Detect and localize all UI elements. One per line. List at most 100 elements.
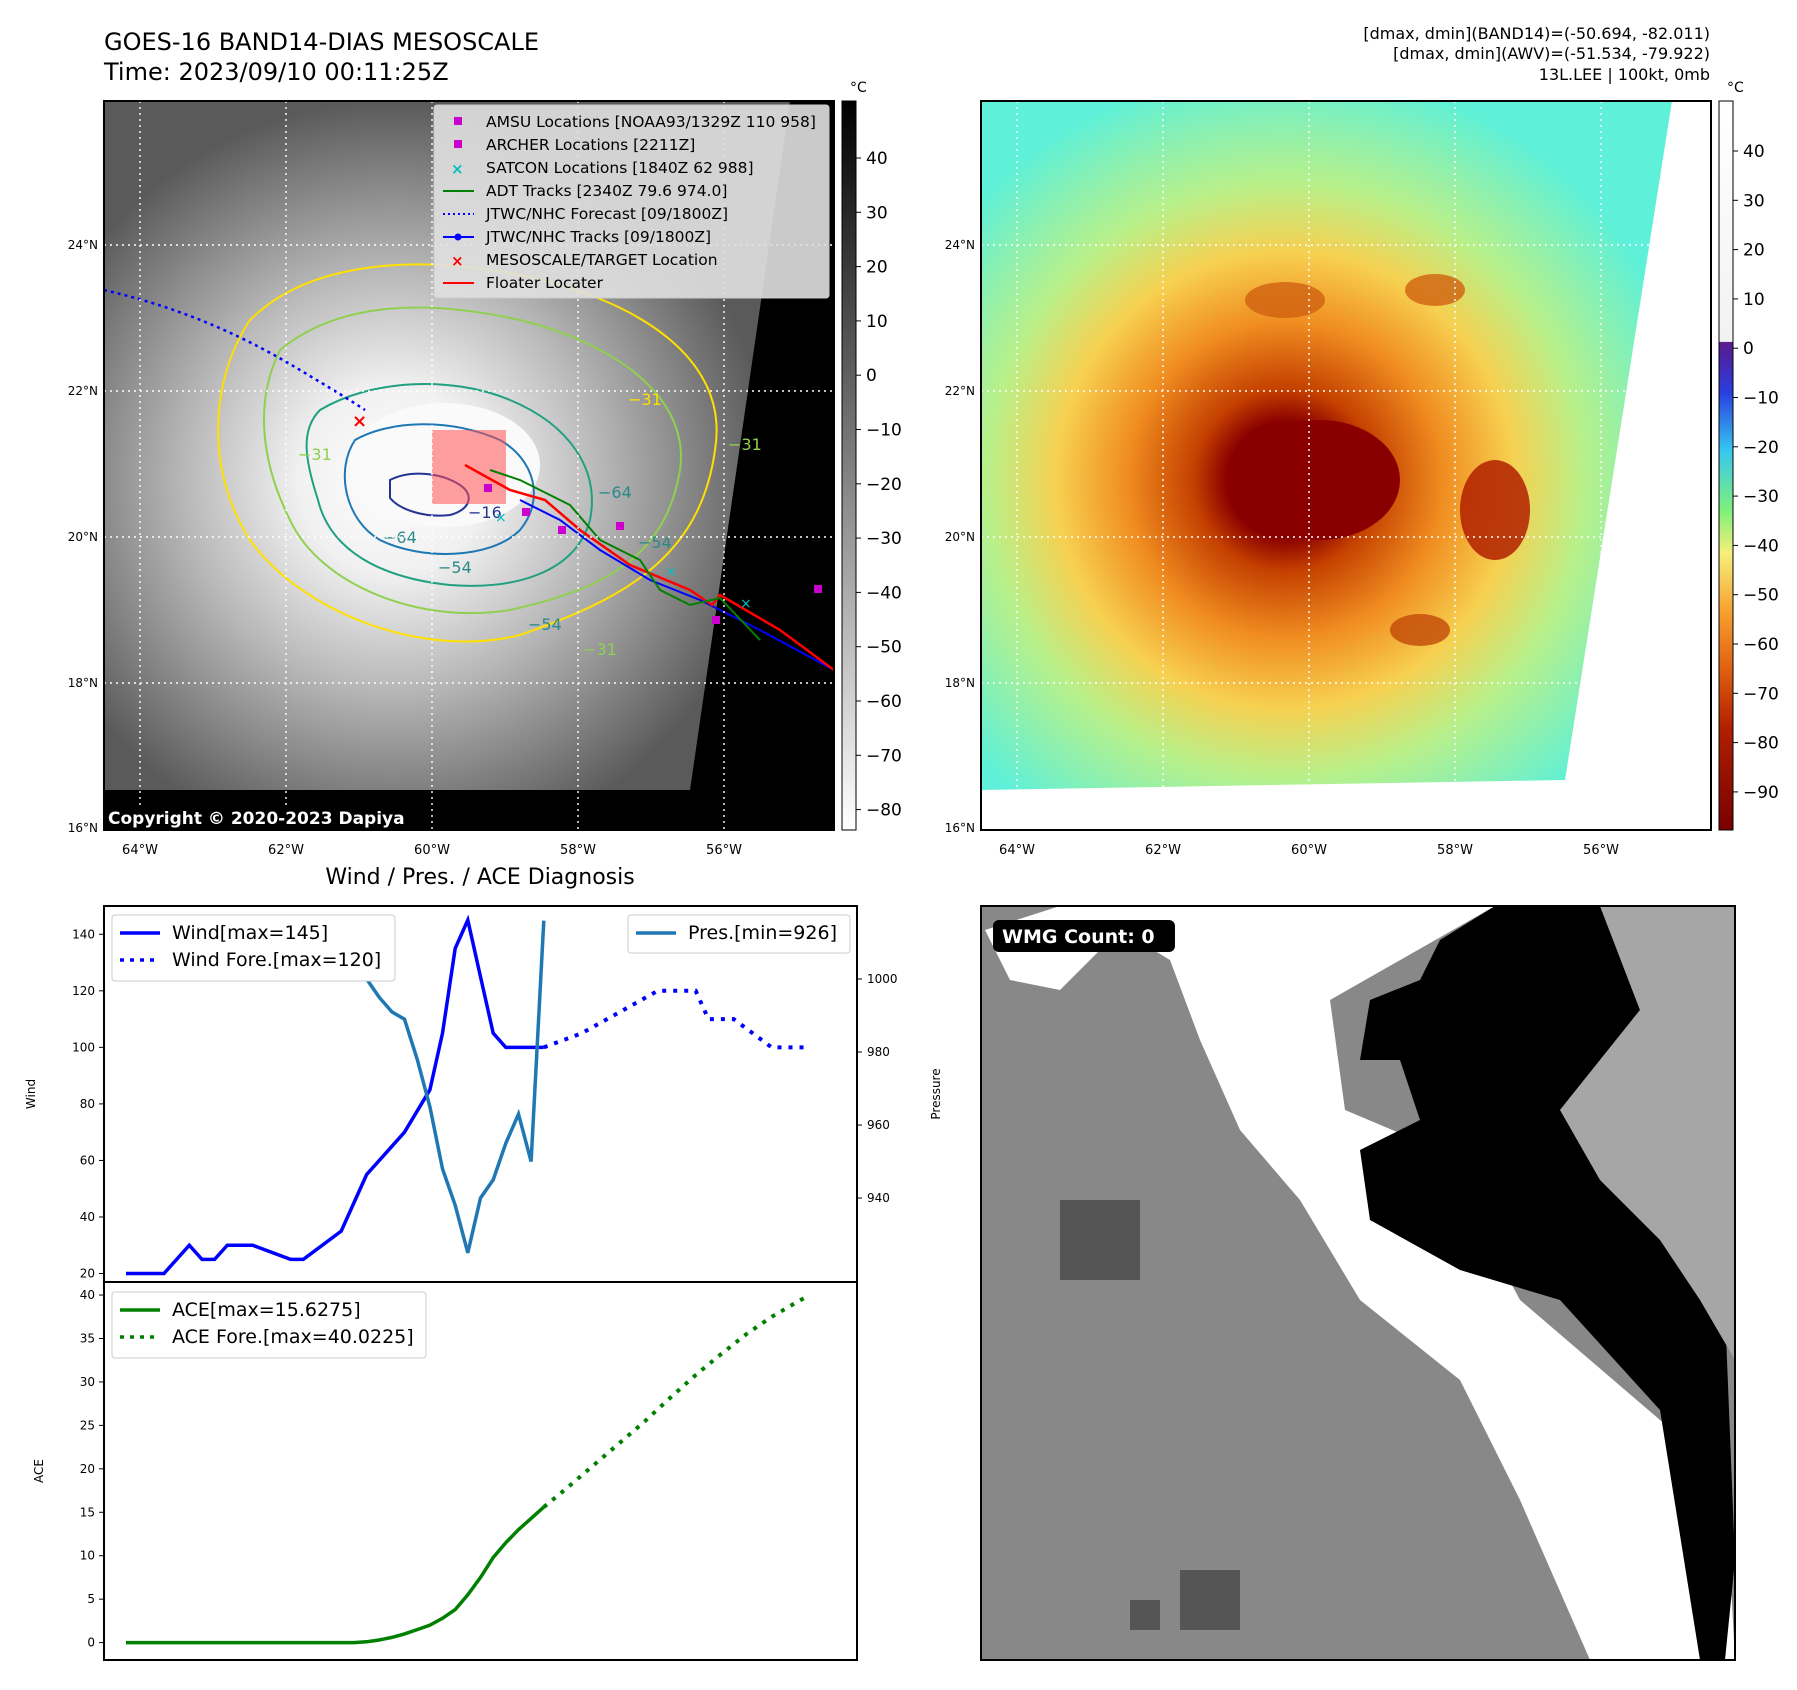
contour-label: −54 bbox=[528, 615, 562, 634]
ir-legend: AMSU Locations [NOAA93/1329Z 110 958] ARC… bbox=[433, 104, 830, 299]
legend-label: JTWC/NHC Forecast [09/1800Z] bbox=[485, 205, 728, 223]
target-marker: × bbox=[352, 411, 367, 432]
lon-tick-label: 56°W bbox=[1583, 843, 1619, 858]
y-tick-label: 40 bbox=[80, 1210, 95, 1224]
floater-track bbox=[464, 463, 834, 672]
contour-label: −54 bbox=[638, 533, 672, 552]
lon-tick-label: 62°W bbox=[268, 843, 304, 858]
lat-tick-label: 22°N bbox=[945, 384, 975, 398]
colorbar-tick-label: −50 bbox=[1743, 586, 1779, 606]
y-tick-label: 10 bbox=[80, 1549, 95, 1563]
copyright-box bbox=[104, 806, 414, 830]
colorbar-tick-label: −70 bbox=[1743, 684, 1779, 704]
legend-label: MESOSCALE/TARGET Location bbox=[486, 251, 718, 269]
colorbar-gradient bbox=[1718, 100, 1734, 831]
chart-legend-box bbox=[111, 914, 396, 982]
color-map-frame bbox=[980, 100, 1712, 831]
color-gridlines bbox=[981, 101, 1711, 830]
color-rainband bbox=[1460, 460, 1530, 560]
lat-tick-label: 16°N bbox=[945, 821, 975, 835]
y-tick-label: 100 bbox=[72, 1040, 95, 1054]
contour-label: −31 bbox=[628, 390, 662, 409]
color-rainband bbox=[1245, 282, 1325, 318]
wind-pressure-chart: Wind Pressure 20 40 60 80 100 120 140 940 960 980… bbox=[24, 905, 943, 1283]
legend-entry: ADT Tracks [2340Z 79.6 974.0] bbox=[443, 182, 727, 200]
wmg-dark-patch bbox=[1130, 1600, 1160, 1630]
lon-tick-label: 60°W bbox=[1291, 843, 1327, 858]
legend-label: ADT Tracks [2340Z 79.6 974.0] bbox=[486, 182, 727, 200]
ace-axis-label: ACE bbox=[32, 1459, 46, 1483]
wmg-badge: WMG Count: 0 bbox=[1002, 926, 1155, 948]
lon-tick-label: 58°W bbox=[1437, 843, 1473, 858]
colorbar-tick-label: −30 bbox=[866, 529, 902, 549]
lat-tick-label: 20°N bbox=[945, 530, 975, 544]
colorbar-tick-label: 40 bbox=[866, 149, 888, 169]
lat-tick-label: 16°N bbox=[68, 821, 98, 835]
colorbar-tick-label: −30 bbox=[1743, 487, 1779, 507]
lat-tick-label: 22°N bbox=[68, 384, 98, 398]
colorbar-tick-label: −20 bbox=[1743, 438, 1779, 458]
lat-tick-label: 24°N bbox=[945, 238, 975, 252]
colorbar-tick-label: −80 bbox=[1743, 734, 1779, 754]
y-tick-label: 15 bbox=[80, 1505, 95, 1519]
y2-tick-label: 1000 bbox=[867, 972, 898, 986]
legend-dot-marker bbox=[454, 233, 462, 241]
colorbar-tick-label: 20 bbox=[1743, 241, 1765, 261]
contour-labels: −64 −54 −54 −31 −31 −31 −16 −64 −54 −31 bbox=[298, 390, 762, 659]
colorbar-tick-label: −10 bbox=[1743, 389, 1779, 409]
legend-square-marker bbox=[454, 140, 462, 148]
color-rainband bbox=[1390, 614, 1450, 646]
y-tick-label: 30 bbox=[80, 1375, 95, 1389]
colorbar-tick-label: −40 bbox=[1743, 536, 1779, 556]
colorbar-tick-label: −90 bbox=[1743, 783, 1779, 803]
wmg-white-region bbox=[985, 906, 1735, 1660]
stats-awv: [dmax, dmin](AWV)=(-51.534, -79.922) bbox=[1393, 44, 1710, 63]
color-lon-axis: 64°W 62°W 60°W 58°W 56°W bbox=[999, 843, 1619, 858]
wmg-dark-patch bbox=[1180, 1570, 1240, 1630]
colorbar-tick-label: −70 bbox=[866, 746, 902, 766]
legend-label: JTWC/NHC Tracks [09/1800Z] bbox=[485, 228, 711, 246]
legend-entry: JTWC/NHC Forecast [09/1800Z] bbox=[443, 205, 728, 223]
contour-label: −31 bbox=[298, 445, 332, 464]
y-tick-label: 20 bbox=[80, 1462, 95, 1476]
y2-tick-label: 980 bbox=[867, 1045, 890, 1059]
legend-entry: ARCHER Locations [2211Z] bbox=[454, 136, 695, 154]
y-tick-label: 80 bbox=[80, 1097, 95, 1111]
lon-tick-label: 58°W bbox=[560, 843, 596, 858]
amsu-marker bbox=[712, 616, 720, 624]
series-line bbox=[543, 988, 810, 1050]
colorbar-tick-label: −60 bbox=[1743, 635, 1779, 655]
wmg-frame bbox=[980, 905, 1736, 1661]
archer-marker bbox=[616, 522, 624, 530]
figure-time: Time: 2023/09/10 00:11:25Z bbox=[103, 58, 449, 86]
gray-colorbar: °C 40 30 20 10 0 −10 −20 −30 −40 −50 −60 −70 −80 bbox=[841, 80, 902, 831]
colorbar-unit: °C bbox=[1727, 80, 1744, 96]
colorbar-tick-label: 0 bbox=[866, 366, 877, 386]
series-line bbox=[126, 914, 544, 1276]
y-tick-label: 40 bbox=[80, 1288, 95, 1302]
y-tick-label: 20 bbox=[80, 1267, 95, 1281]
contour-label: −16 bbox=[468, 503, 502, 522]
color-colorbar: °C 40 30 20 10 0 −10 −20 −30 −40 −50 −60 −70 −80 −90 bbox=[1718, 80, 1779, 831]
ir-map-frame bbox=[103, 100, 835, 831]
lon-tick-label: 64°W bbox=[122, 843, 158, 858]
legend-entry: × SATCON Locations [1840Z 62 988] bbox=[451, 159, 754, 178]
lon-tick-label: 62°W bbox=[1145, 843, 1181, 858]
copyright: Copyright © 2020-2023 Dapiya bbox=[108, 809, 405, 829]
archer-marker bbox=[522, 508, 530, 516]
contour-label: −31 bbox=[583, 640, 617, 659]
color-eyewall bbox=[1240, 420, 1400, 540]
legend-label: SATCON Locations [1840Z 62 988] bbox=[486, 159, 754, 177]
diagnosis-title: Wind / Pres. / ACE Diagnosis bbox=[325, 865, 634, 890]
adt-track bbox=[489, 469, 761, 641]
colorbar-gradient bbox=[841, 100, 857, 831]
wmg-black-region bbox=[1360, 906, 1735, 1660]
legend-x-marker: × bbox=[451, 160, 464, 178]
y-tick-label: 35 bbox=[80, 1331, 95, 1345]
legend-label: Wind[max=145] bbox=[172, 922, 328, 944]
pressure-axis-label: Pressure bbox=[929, 1068, 943, 1119]
ir-lat-axis: 24°N 22°N 20°N 18°N 16°N bbox=[68, 238, 98, 835]
colorbar-tick-label: −60 bbox=[866, 692, 902, 712]
legend-label: Floater Locater bbox=[486, 274, 604, 292]
